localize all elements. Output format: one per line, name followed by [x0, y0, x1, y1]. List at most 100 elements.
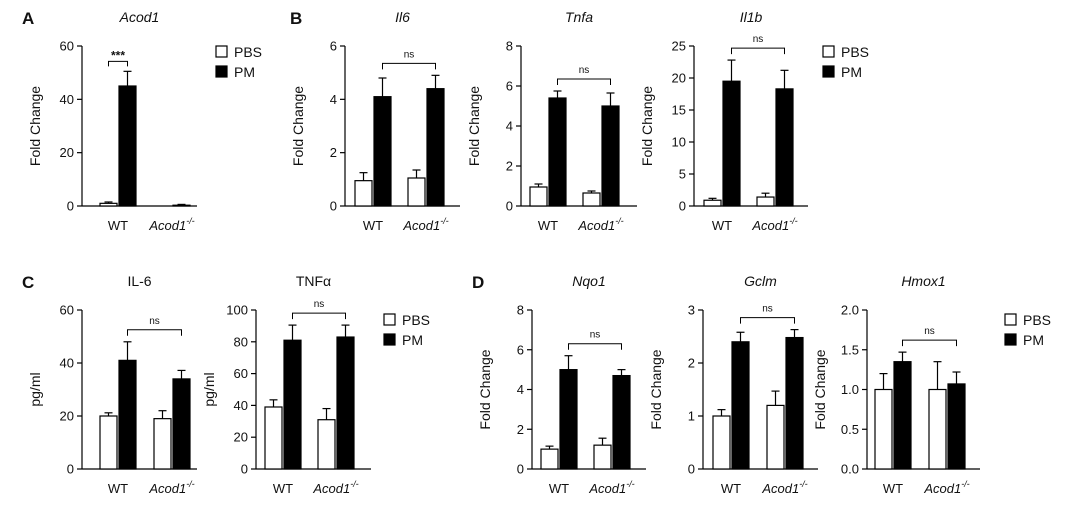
y-tick-label: 4: [330, 92, 337, 107]
x-tick-superscript: -/-: [440, 216, 449, 226]
x-tick-label: Acod1-/-: [577, 216, 623, 233]
legend-label-pm: PM: [234, 64, 255, 80]
x-tick-label: WT: [538, 218, 558, 233]
x-tick-label: Acod1-/-: [402, 216, 448, 233]
x-tick-gene: Acod1: [148, 218, 186, 233]
chart-hmox1: Hmox1 0.0 0.5 1.0 1.5 2.0 Fold Change WT Acod1-/…: [812, 273, 1051, 496]
y-tick-label: 6: [506, 79, 513, 94]
significance-label: ns: [314, 299, 325, 310]
significance-bracket: [382, 62, 436, 70]
significance-bracket: [292, 312, 346, 320]
y-axis-label: pg/ml: [27, 372, 43, 406]
y-tick-label: 0: [517, 462, 524, 477]
x-tick-label: Acod1-/-: [751, 216, 797, 233]
y-axis-label: Fold Change: [639, 86, 655, 166]
y-tick-label: 2.0: [841, 303, 859, 318]
legend-swatch-pm: [822, 65, 835, 78]
y-tick-label: 2: [517, 422, 524, 437]
significance-bracket: [902, 339, 957, 347]
y-tick-label: 20: [672, 71, 686, 86]
legend-label-pbs: PBS: [841, 44, 869, 60]
bar-pbs: [582, 192, 601, 207]
x-tick-label: Acod1-/-: [148, 479, 194, 496]
y-axis-label: Fold Change: [290, 86, 306, 166]
significance-label: ns: [149, 316, 160, 327]
chart-il-6: IL-6 0 20 40 60 pg/ml WT Acod1-/- ns: [27, 273, 197, 496]
y-tick-label: 20: [60, 409, 74, 424]
bar-pm: [283, 339, 302, 470]
y-tick-label: 2: [688, 356, 695, 371]
legend-label-pbs: PBS: [234, 44, 262, 60]
bar-pm: [336, 336, 355, 470]
y-tick-label: 60: [60, 39, 74, 54]
chart-title: TNFα: [296, 273, 331, 289]
y-tick-label: 0: [688, 462, 695, 477]
bar-pbs: [540, 448, 559, 470]
y-tick-label: 60: [234, 366, 248, 381]
y-tick-label: 6: [330, 39, 337, 54]
significance-bracket: [740, 317, 795, 324]
significance-label: ns: [579, 65, 590, 76]
y-tick-label: 0: [506, 199, 513, 214]
x-tick-gene: Acod1: [148, 481, 186, 496]
x-tick-label: WT: [721, 481, 741, 496]
y-axis-label: Fold Change: [812, 349, 828, 429]
panel-letter-D: D: [472, 273, 484, 292]
bar-pm: [548, 97, 567, 207]
x-tick-label: WT: [108, 481, 128, 496]
y-tick-label: 20: [60, 145, 74, 160]
bar-pm: [722, 80, 741, 207]
bar-pm: [426, 88, 445, 207]
significance-label: ns: [753, 34, 764, 45]
x-tick-label: Acod1-/-: [588, 479, 634, 496]
legend: PBS PM: [383, 312, 430, 348]
bar-pm: [601, 105, 620, 207]
bar-pbs: [928, 388, 947, 470]
x-tick-superscript: -/-: [186, 479, 195, 489]
bar-pbs: [407, 177, 426, 207]
y-tick-label: 6: [517, 342, 524, 357]
x-tick-label: Acod1-/-: [923, 479, 969, 496]
legend-swatch-pm: [215, 65, 228, 78]
legend: PBS PM: [822, 44, 869, 80]
y-tick-label: 20: [234, 430, 248, 445]
significance-bracket: [108, 60, 128, 67]
y-tick-label: 0: [679, 199, 686, 214]
x-tick-superscript: -/-: [626, 479, 635, 489]
bar-pbs: [99, 202, 118, 207]
y-tick-label: 15: [672, 103, 686, 118]
panel-letter-B: B: [290, 9, 302, 28]
legend-swatch-pm: [1004, 333, 1017, 346]
y-tick-label: 0: [330, 199, 337, 214]
x-tick-superscript: -/-: [350, 479, 359, 489]
y-tick-label: 0: [67, 199, 74, 214]
chart-il1b: Il1b 0 5 10 15 20 25 Fold Change WT Acod1-/- ns PBS…: [639, 9, 869, 233]
x-tick-superscript: -/-: [961, 479, 970, 489]
bar-pm: [947, 383, 966, 470]
bar-pm: [785, 336, 804, 470]
y-tick-label: 8: [517, 303, 524, 318]
legend-swatch-pbs: [1004, 313, 1017, 326]
x-tick-label: WT: [712, 218, 732, 233]
bar-pm: [118, 85, 137, 207]
y-axis-label: Fold Change: [477, 349, 493, 429]
bar-pm: [775, 88, 794, 207]
legend-label-pm: PM: [841, 64, 862, 80]
legend-label-pm: PM: [1023, 332, 1044, 348]
bar-pm: [559, 369, 578, 470]
significance-label: ns: [404, 49, 415, 60]
x-tick-gene: Acod1: [761, 481, 799, 496]
legend: PBS PM: [1004, 312, 1051, 348]
bar-pbs: [756, 196, 775, 207]
y-tick-label: 10: [672, 135, 686, 150]
y-tick-label: 100: [226, 303, 248, 318]
chart-tnf-: TNFα 0 20 40 60 80 100 pg/ml WT Acod1-/- ns PBS PM: [201, 273, 430, 496]
y-tick-label: 40: [234, 398, 248, 413]
bar-pbs: [712, 415, 731, 470]
legend-swatch-pbs: [215, 45, 228, 58]
panel-letter-A: A: [22, 9, 34, 28]
chart-title: Il6: [395, 9, 410, 25]
bar-pm: [612, 374, 631, 470]
x-tick-gene: Acod1: [577, 218, 615, 233]
